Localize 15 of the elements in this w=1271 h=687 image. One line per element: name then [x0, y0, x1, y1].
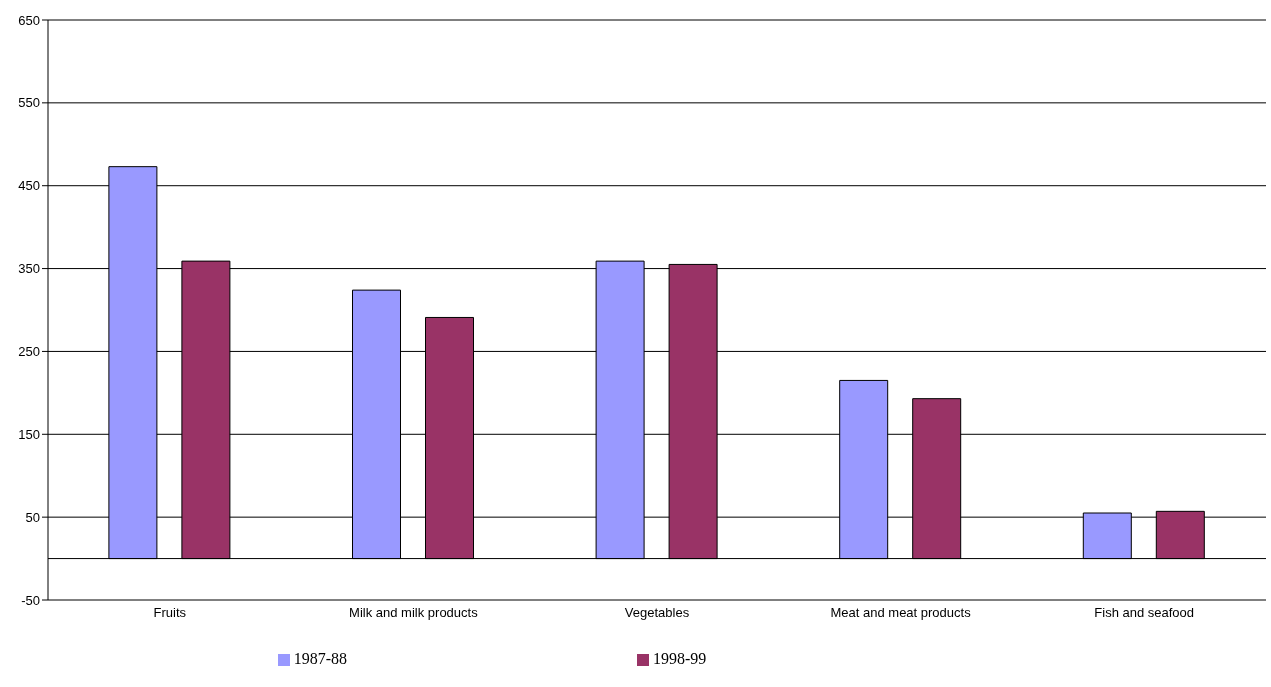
x-tick-label: Vegetables	[624, 605, 690, 621]
y-tick-label: 50	[25, 509, 40, 525]
y-tick-label: 350	[18, 261, 40, 277]
x-tick-label: Meat and meat products	[830, 605, 972, 621]
legend-label: 1998-99	[653, 650, 707, 667]
y-tick-label: 550	[18, 95, 40, 111]
y-tick-label: 150	[18, 426, 40, 442]
y-tick-label: 650	[18, 12, 40, 28]
x-tick-label: Fruits	[153, 605, 187, 621]
x-tick-label: Fish and seafood	[1094, 605, 1195, 621]
y-tick-label: 450	[18, 178, 40, 194]
y-tick-label: -50	[21, 592, 40, 608]
y-tick-label: 250	[18, 344, 40, 360]
x-tick-label: Milk and milk products	[349, 605, 479, 621]
legend-label: 1987-88	[293, 650, 347, 667]
